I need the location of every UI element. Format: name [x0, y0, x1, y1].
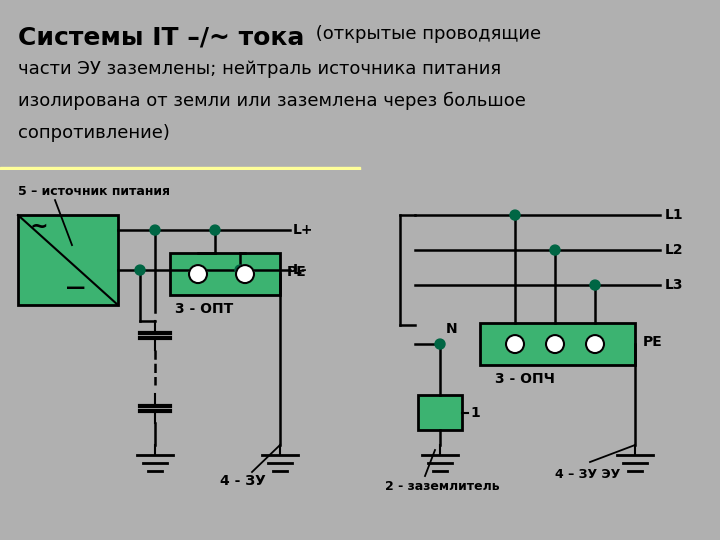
Bar: [418, 395, 462, 430]
Text: 2 - заземлитель: 2 - заземлитель: [385, 480, 500, 493]
Circle shape: [135, 265, 145, 275]
Circle shape: [546, 335, 564, 353]
Text: L3: L3: [665, 278, 683, 292]
Circle shape: [435, 339, 445, 349]
Text: —: —: [66, 278, 86, 297]
Text: L-: L-: [293, 263, 307, 277]
Circle shape: [150, 225, 160, 235]
Text: 4 - ЗУ: 4 - ЗУ: [220, 474, 266, 488]
Circle shape: [590, 280, 600, 290]
Bar: [0, 167, 360, 170]
Circle shape: [506, 335, 524, 353]
Text: 3 - ОПТ: 3 - ОПТ: [175, 302, 233, 316]
Text: ~: ~: [30, 217, 49, 237]
Text: изолирована от земли или заземлена через большое: изолирована от земли или заземлена через…: [18, 92, 526, 110]
Text: части ЭУ заземлены; нейтраль источника питания: части ЭУ заземлены; нейтраль источника п…: [18, 60, 501, 78]
Text: L1: L1: [665, 208, 683, 222]
Circle shape: [235, 265, 245, 275]
Text: (открытые проводящие: (открытые проводящие: [310, 25, 541, 43]
Text: PE: PE: [287, 265, 307, 279]
Text: сопротивление): сопротивление): [18, 124, 170, 142]
Circle shape: [236, 265, 254, 283]
Text: 4 – ЗУ ЭУ: 4 – ЗУ ЭУ: [555, 468, 620, 481]
Circle shape: [210, 225, 220, 235]
Text: L+: L+: [293, 223, 313, 237]
Circle shape: [550, 245, 560, 255]
Text: L2: L2: [665, 243, 683, 257]
Text: 1: 1: [470, 406, 480, 420]
Text: N: N: [446, 322, 458, 336]
Circle shape: [586, 335, 604, 353]
Text: PE: PE: [643, 335, 662, 349]
Bar: [170, 253, 280, 295]
Circle shape: [510, 210, 520, 220]
Text: 3 - ОПЧ: 3 - ОПЧ: [495, 372, 555, 386]
Circle shape: [189, 265, 207, 283]
Bar: [480, 323, 635, 365]
Bar: [18, 215, 118, 305]
Text: Системы IT –/~ тока: Системы IT –/~ тока: [18, 25, 305, 49]
Text: 5 – источник питания: 5 – источник питания: [18, 185, 170, 198]
